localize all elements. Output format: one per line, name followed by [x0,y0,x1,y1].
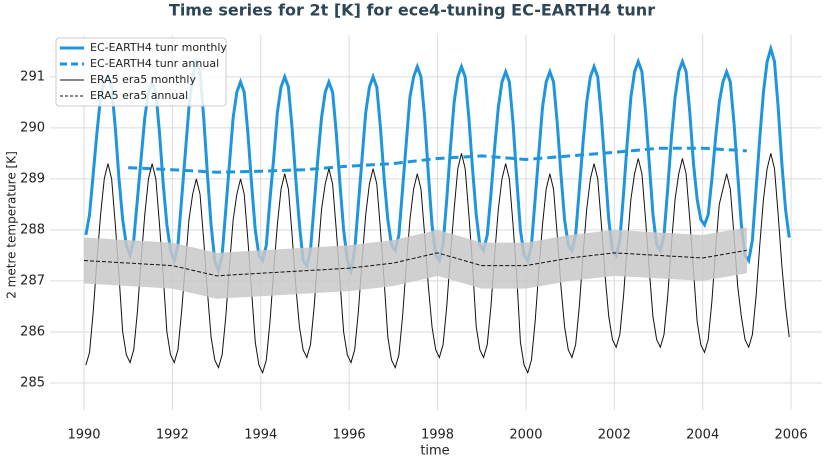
legend: EC-EARTH4 tunr monthly EC-EARTH4 tunr ann… [55,37,227,107]
y-tick-label: 291 [20,69,45,84]
legend-label: EC-EARTH4 tunr annual [90,57,219,70]
y-tick-label: 289 [20,171,45,186]
legend-box [55,37,227,107]
x-tick-label: 1994 [244,428,277,443]
legend-label: ERA5 era5 annual [90,89,188,102]
x-tick-label: 2004 [686,428,719,443]
x-tick-label: 2000 [509,428,542,443]
legend-label: ERA5 era5 monthly [90,73,196,86]
y-tick-label: 290 [20,120,45,135]
band [84,227,747,299]
x-tick-label: 1996 [333,428,366,443]
x-axis-label: time [420,444,449,457]
x-tick-label: 1992 [156,428,189,443]
series-line [128,146,747,174]
series-line [83,249,747,277]
y-tick-label: 285 [20,375,45,390]
chart-title: Time series for 2t [K] for ece4-tuning E… [169,1,655,20]
y-axis-label: 2 metre temperature [K] [5,151,19,299]
x-tick-label: 2002 [598,428,631,443]
y-tick-label: 286 [20,324,45,339]
x-tick-label: 1990 [67,428,100,443]
legend-label: EC-EARTH4 tunr monthly [90,41,227,54]
x-tick-label: 2006 [775,428,808,443]
y-tick-label: 287 [20,273,45,288]
x-tick-label: 1998 [421,428,454,443]
y-tick-label: 288 [20,222,45,237]
